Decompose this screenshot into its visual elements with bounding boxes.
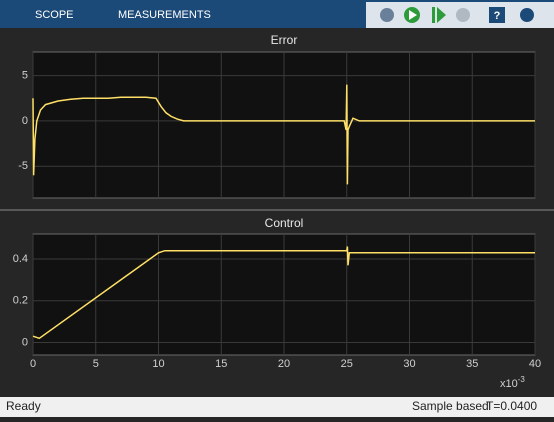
data-line [32, 246, 535, 340]
status-mode: Sample based [412, 399, 489, 413]
multiplier: x10 [500, 378, 518, 390]
y-tick-label: 0.2 [13, 295, 28, 307]
settings-button[interactable] [380, 8, 394, 22]
x-tick-label: 0 [30, 358, 36, 370]
step-button[interactable] [432, 7, 435, 23]
y-tick-label: 0 [22, 115, 28, 127]
help-icon: ? [494, 10, 501, 22]
help-button[interactable] [489, 7, 505, 23]
chart-title: Control [265, 216, 304, 230]
status-bar [0, 397, 554, 417]
y-tick-label: -5 [18, 160, 28, 172]
y-tick-label: 0.4 [13, 253, 28, 265]
x-tick-label: 5 [93, 358, 99, 370]
tab[interactable]: SCOPE [35, 9, 74, 21]
x-tick-label: 10 [152, 358, 164, 370]
status-text: Ready [6, 399, 41, 413]
run-icon [409, 10, 417, 20]
options-button[interactable] [520, 8, 534, 22]
y-tick-label: 0 [22, 336, 28, 348]
step-icon [437, 7, 446, 23]
x-tick-label: 15 [215, 358, 227, 370]
x-tick-label: 40 [529, 358, 541, 370]
x-tick-label: 30 [403, 358, 415, 370]
data-line [32, 84, 535, 185]
stop-button[interactable] [456, 8, 470, 22]
axis-multiplier: x10-3 [500, 375, 525, 390]
status-time: T=0.0400 [486, 399, 537, 413]
chart-title: Error [271, 33, 298, 47]
x-tick-label: 35 [466, 358, 478, 370]
x-tick-label: 20 [278, 358, 290, 370]
x-tick-label: 25 [341, 358, 353, 370]
plots: Error -5 0 5 Control 0 5 10 15 20 25 30 35 40 0 0.2 0.4 [13, 33, 541, 370]
exponent: -3 [518, 375, 526, 384]
tab[interactable]: MEASUREMENTS [118, 9, 211, 21]
y-tick-label: 5 [22, 69, 28, 81]
